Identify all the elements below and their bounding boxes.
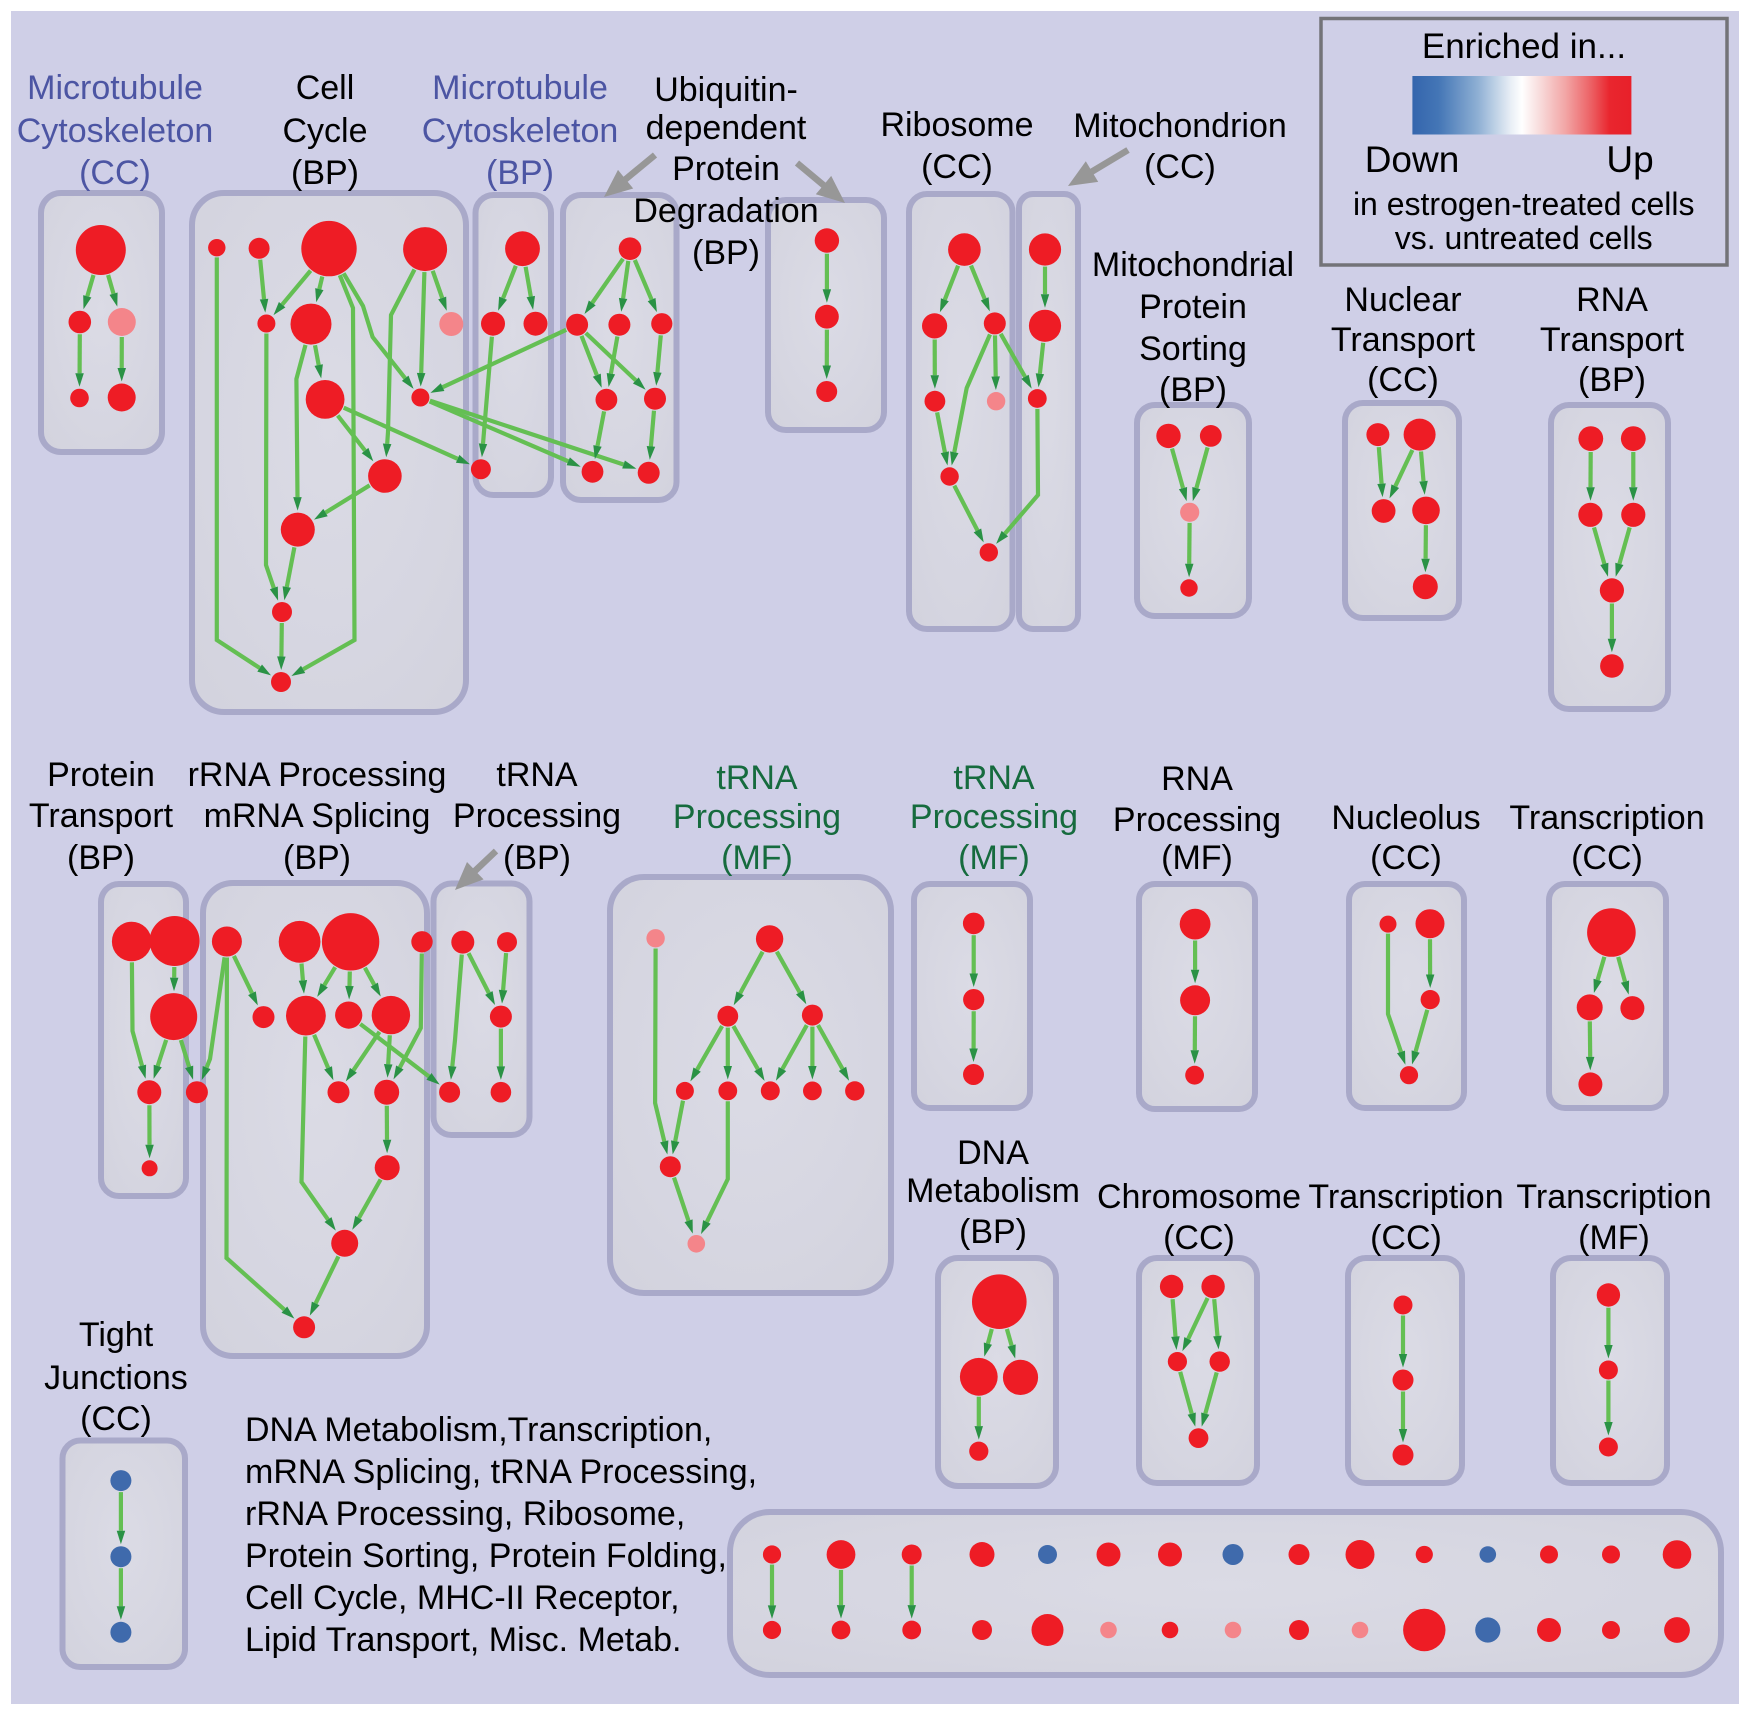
svg-text:RNA: RNA bbox=[1161, 760, 1233, 798]
svg-text:Mitochondrial: Mitochondrial bbox=[1092, 246, 1294, 284]
svg-text:Cell Cycle, MHC-II Receptor,: Cell Cycle, MHC-II Receptor, bbox=[245, 1579, 680, 1617]
svg-text:Microtubule: Microtubule bbox=[27, 69, 203, 107]
svg-text:RNA: RNA bbox=[1576, 281, 1648, 319]
svg-text:Transcription: Transcription bbox=[1308, 1178, 1503, 1216]
svg-text:rRNA Processing: rRNA Processing bbox=[188, 756, 447, 794]
svg-text:Cytoskeleton: Cytoskeleton bbox=[422, 112, 619, 150]
svg-text:Lipid Transport, Misc. Metab.: Lipid Transport, Misc. Metab. bbox=[245, 1621, 682, 1659]
svg-text:rRNA Processing, Ribosome,: rRNA Processing, Ribosome, bbox=[245, 1495, 685, 1533]
svg-text:(BP): (BP) bbox=[1159, 371, 1227, 409]
svg-text:(MF): (MF) bbox=[721, 839, 793, 877]
svg-text:(MF): (MF) bbox=[1578, 1219, 1650, 1257]
svg-text:(CC): (CC) bbox=[80, 1400, 152, 1438]
svg-text:Up: Up bbox=[1606, 139, 1653, 180]
svg-text:Down: Down bbox=[1365, 139, 1460, 180]
svg-text:Chromosome: Chromosome bbox=[1097, 1178, 1301, 1216]
svg-text:Protein: Protein bbox=[1139, 288, 1247, 326]
svg-text:Cell: Cell bbox=[296, 69, 355, 107]
svg-text:(BP): (BP) bbox=[959, 1213, 1027, 1251]
svg-text:(BP): (BP) bbox=[67, 839, 135, 877]
svg-text:Processing: Processing bbox=[1113, 801, 1281, 839]
svg-text:Tight: Tight bbox=[79, 1316, 154, 1354]
svg-text:Sorting: Sorting bbox=[1139, 330, 1247, 368]
svg-text:mRNA Splicing: mRNA Splicing bbox=[204, 797, 431, 835]
svg-text:(CC): (CC) bbox=[1370, 1219, 1442, 1257]
svg-text:Metabolism: Metabolism bbox=[906, 1172, 1080, 1210]
svg-text:(BP): (BP) bbox=[283, 839, 351, 877]
svg-text:(CC): (CC) bbox=[1370, 839, 1442, 877]
svg-text:Mitochondrion: Mitochondrion bbox=[1073, 107, 1287, 145]
svg-text:(MF): (MF) bbox=[1161, 839, 1233, 877]
svg-text:(BP): (BP) bbox=[291, 154, 359, 192]
svg-text:Ribosome: Ribosome bbox=[880, 106, 1033, 144]
svg-text:Processing: Processing bbox=[910, 798, 1078, 836]
svg-text:vs. untreated cells: vs. untreated cells bbox=[1395, 220, 1653, 256]
svg-text:(BP): (BP) bbox=[503, 839, 571, 877]
svg-text:Processing: Processing bbox=[673, 798, 841, 836]
svg-text:(CC): (CC) bbox=[79, 154, 151, 192]
svg-text:Transcription: Transcription bbox=[1509, 799, 1704, 837]
svg-text:(BP): (BP) bbox=[692, 234, 760, 272]
svg-text:Protein Sorting, Protein Foldi: Protein Sorting, Protein Folding, bbox=[245, 1537, 727, 1575]
svg-text:Cytoskeleton: Cytoskeleton bbox=[17, 112, 214, 150]
svg-text:(CC): (CC) bbox=[1144, 148, 1216, 186]
svg-text:Transcription: Transcription bbox=[1516, 1178, 1711, 1216]
svg-text:Junctions: Junctions bbox=[44, 1359, 188, 1397]
svg-text:DNA Metabolism,Transcription,: DNA Metabolism,Transcription, bbox=[245, 1411, 712, 1449]
svg-text:Microtubule: Microtubule bbox=[432, 69, 608, 107]
svg-text:Cycle: Cycle bbox=[282, 112, 367, 150]
svg-text:DNA: DNA bbox=[957, 1134, 1029, 1172]
svg-text:Degradation: Degradation bbox=[633, 192, 818, 230]
svg-text:(MF): (MF) bbox=[958, 839, 1030, 877]
svg-text:(BP): (BP) bbox=[1578, 361, 1646, 399]
svg-text:(CC): (CC) bbox=[1163, 1219, 1235, 1257]
svg-text:(BP): (BP) bbox=[486, 154, 554, 192]
svg-text:Processing: Processing bbox=[453, 797, 621, 835]
svg-text:Nucleolus: Nucleolus bbox=[1331, 799, 1480, 837]
svg-text:Transport: Transport bbox=[29, 797, 174, 835]
svg-text:Transport: Transport bbox=[1540, 321, 1685, 359]
svg-text:in estrogen-treated cells: in estrogen-treated cells bbox=[1353, 186, 1695, 222]
svg-text:tRNA: tRNA bbox=[716, 759, 798, 797]
svg-text:tRNA: tRNA bbox=[953, 759, 1035, 797]
svg-text:Nuclear: Nuclear bbox=[1344, 281, 1461, 319]
svg-text:Ubiquitin-: Ubiquitin- bbox=[654, 71, 798, 109]
svg-text:Protein: Protein bbox=[47, 756, 155, 794]
svg-text:(CC): (CC) bbox=[921, 148, 993, 186]
svg-text:Enriched in...: Enriched in... bbox=[1422, 27, 1626, 66]
svg-text:Transport: Transport bbox=[1331, 321, 1476, 359]
svg-text:dependent: dependent bbox=[646, 109, 807, 147]
svg-text:tRNA: tRNA bbox=[496, 756, 578, 794]
svg-text:mRNA Splicing, tRNA Processing: mRNA Splicing, tRNA Processing, bbox=[245, 1453, 757, 1491]
svg-text:Protein: Protein bbox=[672, 150, 780, 188]
svg-text:(CC): (CC) bbox=[1367, 361, 1439, 399]
svg-text:(CC): (CC) bbox=[1571, 839, 1643, 877]
